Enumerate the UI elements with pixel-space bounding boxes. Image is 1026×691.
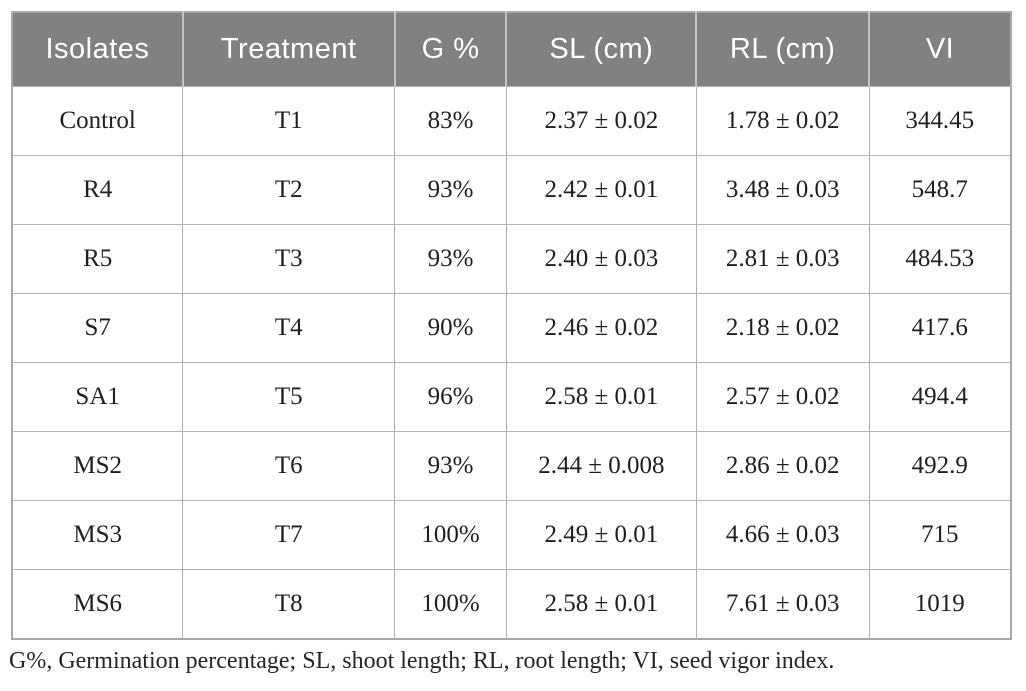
cell-vi: 492.9 — [868, 431, 1012, 501]
cell-treatment: T7 — [182, 500, 396, 570]
cell-treatment: T1 — [182, 86, 396, 156]
cell-sl: 2.58 ± 0.01 — [505, 569, 697, 640]
cell-sl: 2.58 ± 0.01 — [505, 362, 697, 432]
cell-g-pct: 100% — [394, 569, 507, 640]
cell-vi: 417.6 — [868, 293, 1012, 363]
cell-sl: 2.49 ± 0.01 — [505, 500, 697, 570]
cell-g-pct: 90% — [394, 293, 507, 363]
table-row: Control T1 83% 2.37 ± 0.02 1.78 ± 0.02 3… — [11, 86, 1012, 156]
cell-g-pct: 93% — [394, 431, 507, 501]
cell-treatment: T2 — [182, 155, 396, 225]
cell-vi: 715 — [868, 500, 1012, 570]
table-row: MS6 T8 100% 2.58 ± 0.01 7.61 ± 0.03 1019 — [11, 569, 1012, 640]
germination-results-table: Isolates Treatment G % SL (cm) RL (cm) V… — [11, 11, 1012, 640]
table-row: R4 T2 93% 2.42 ± 0.01 3.48 ± 0.03 548.7 — [11, 155, 1012, 225]
cell-isolate: S7 — [11, 293, 184, 363]
cell-treatment: T4 — [182, 293, 396, 363]
cell-g-pct: 100% — [394, 500, 507, 570]
cell-isolate: R4 — [11, 155, 184, 225]
header-sl-cm: SL (cm) — [505, 12, 697, 87]
table-row: SA1 T5 96% 2.58 ± 0.01 2.57 ± 0.02 494.4 — [11, 362, 1012, 432]
cell-isolate: Control — [11, 86, 184, 156]
table-body: Control T1 83% 2.37 ± 0.02 1.78 ± 0.02 3… — [11, 86, 1012, 640]
cell-sl: 2.44 ± 0.008 — [505, 431, 697, 501]
header-vi: VI — [868, 12, 1011, 87]
table-header: Isolates Treatment G % SL (cm) RL (cm) V… — [12, 12, 1011, 87]
table-row: MS2 T6 93% 2.44 ± 0.008 2.86 ± 0.02 492.… — [11, 431, 1012, 501]
cell-vi: 548.7 — [868, 155, 1012, 225]
cell-rl: 3.48 ± 0.03 — [695, 155, 870, 225]
header-g-pct: G % — [393, 12, 507, 87]
cell-vi: 344.45 — [868, 86, 1012, 156]
cell-rl: 2.18 ± 0.02 — [695, 293, 870, 363]
cell-isolate: MS6 — [11, 569, 184, 640]
header-treatment: Treatment — [181, 12, 395, 87]
cell-treatment: T5 — [182, 362, 396, 432]
results-table-container: Isolates Treatment G % SL (cm) RL (cm) V… — [11, 11, 1012, 640]
cell-rl: 2.81 ± 0.03 — [695, 224, 870, 294]
cell-g-pct: 96% — [394, 362, 507, 432]
cell-treatment: T3 — [182, 224, 396, 294]
cell-sl: 2.40 ± 0.03 — [505, 224, 697, 294]
table-row: MS3 T7 100% 2.49 ± 0.01 4.66 ± 0.03 715 — [11, 500, 1012, 570]
cell-vi: 494.4 — [868, 362, 1012, 432]
header-row: Isolates Treatment G % SL (cm) RL (cm) V… — [12, 12, 1011, 87]
cell-g-pct: 83% — [394, 86, 507, 156]
cell-rl: 7.61 ± 0.03 — [695, 569, 870, 640]
header-isolates: Isolates — [12, 12, 183, 87]
table-row: R5 T3 93% 2.40 ± 0.03 2.81 ± 0.03 484.53 — [11, 224, 1012, 294]
cell-rl: 4.66 ± 0.03 — [695, 500, 870, 570]
cell-sl: 2.42 ± 0.01 — [505, 155, 697, 225]
cell-sl: 2.37 ± 0.02 — [505, 86, 697, 156]
cell-treatment: T8 — [182, 569, 396, 640]
cell-g-pct: 93% — [394, 155, 507, 225]
cell-rl: 1.78 ± 0.02 — [695, 86, 870, 156]
cell-g-pct: 93% — [394, 224, 507, 294]
cell-sl: 2.46 ± 0.02 — [505, 293, 697, 363]
cell-isolate: MS3 — [11, 500, 184, 570]
cell-vi: 484.53 — [868, 224, 1012, 294]
cell-isolate: SA1 — [11, 362, 184, 432]
table-row: S7 T4 90% 2.46 ± 0.02 2.18 ± 0.02 417.6 — [11, 293, 1012, 363]
cell-isolate: MS2 — [11, 431, 184, 501]
cell-treatment: T6 — [182, 431, 396, 501]
cell-rl: 2.86 ± 0.02 — [695, 431, 870, 501]
table-footnote: G%, Germination percentage; SL, shoot le… — [9, 648, 835, 674]
header-rl-cm: RL (cm) — [695, 12, 870, 87]
cell-vi: 1019 — [868, 569, 1012, 640]
cell-rl: 2.57 ± 0.02 — [695, 362, 870, 432]
cell-isolate: R5 — [11, 224, 184, 294]
